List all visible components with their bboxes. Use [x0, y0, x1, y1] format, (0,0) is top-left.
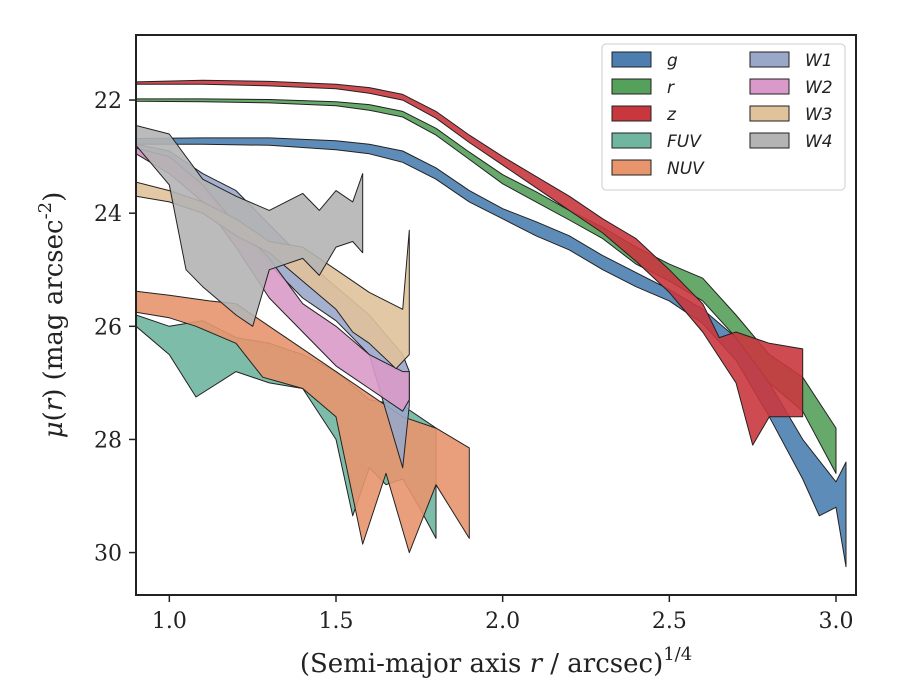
legend-label-w3: W3 — [805, 105, 833, 125]
legend-swatch-fuv — [611, 132, 652, 149]
y-tick-label: 24 — [94, 202, 122, 227]
plot-frame — [135, 34, 857, 596]
series-bands — [136, 79, 847, 568]
y-tick-label: 22 — [94, 89, 122, 114]
x-tick-label: 1.0 — [152, 609, 187, 634]
legend-swatch-w3 — [749, 105, 790, 122]
x-tick-label: 2.0 — [485, 609, 520, 634]
legend-swatch-w2 — [749, 78, 790, 95]
legend-label-w4: W4 — [805, 132, 833, 152]
legend-label-r: r — [667, 78, 675, 98]
legend-label-w1: W1 — [805, 51, 833, 71]
x-axis-label: (Semi-major axis r / arcsec)1/4 — [300, 644, 692, 679]
band-g — [136, 137, 847, 568]
legend-label-w2: W2 — [805, 78, 833, 98]
x-tick-label: 3.0 — [819, 609, 854, 634]
legend-label-z: z — [666, 105, 677, 125]
legend-swatch-nuv — [611, 159, 652, 176]
legend-label-nuv: NUV — [667, 159, 705, 179]
legend-swatch-z — [611, 105, 652, 122]
band-w4 — [136, 125, 364, 327]
y-tick-label: 30 — [94, 542, 122, 567]
x-tick-label: 2.5 — [652, 609, 687, 634]
band-r — [136, 98, 837, 474]
axes: 1.0 1.5 2.0 2.5 3.0 22 24 26 28 30 — [94, 34, 857, 634]
y-axis-label: μ(r) (mag arcsec-2) — [35, 192, 69, 439]
legend-label-g: g — [667, 51, 678, 71]
legend-swatch-w1 — [749, 51, 790, 68]
legend: grz FUV NUV W1 W2 W3 W4 — [601, 43, 846, 191]
x-tick-label: 1.5 — [319, 609, 354, 634]
band-z — [136, 79, 804, 446]
y-tick-label: 26 — [94, 315, 122, 340]
legend-swatch-r — [611, 78, 652, 95]
y-tick-label: 28 — [94, 428, 122, 453]
legend-swatch-w4 — [749, 132, 790, 149]
legend-label-fuv: FUV — [667, 132, 702, 152]
legend-swatch-g — [611, 51, 652, 68]
